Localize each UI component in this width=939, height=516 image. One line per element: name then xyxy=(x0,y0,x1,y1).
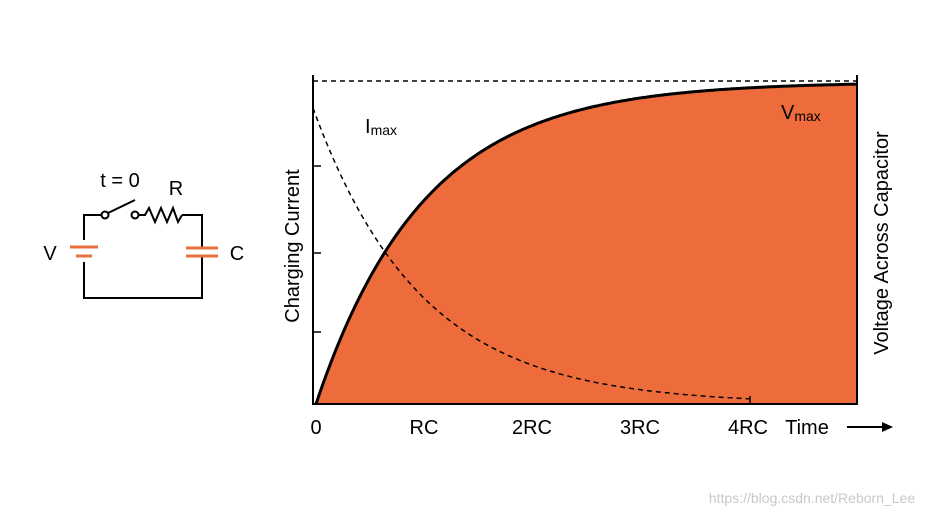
gap xyxy=(74,240,94,262)
x-labels: 0 RC 2RC 3RC 4RC xyxy=(310,417,768,439)
voltage-area xyxy=(316,84,857,404)
resistor xyxy=(138,205,183,225)
source-label: V xyxy=(43,243,57,265)
x-label: 4RC xyxy=(728,417,768,439)
switch-contact xyxy=(130,210,140,220)
capacitor-label: C xyxy=(230,243,244,265)
switch-lever xyxy=(107,199,136,214)
voltage-symbol: V xyxy=(781,102,795,124)
time-arrowhead xyxy=(882,422,893,432)
wire xyxy=(83,214,203,299)
gap xyxy=(190,248,214,256)
left-axis-title: Charging Current xyxy=(282,169,304,323)
voltage-label: Vmax xyxy=(781,102,821,124)
circuit xyxy=(83,199,203,299)
voltage-subscript: max xyxy=(794,108,820,124)
x-label: 2RC xyxy=(512,417,552,439)
x-label: 3RC xyxy=(620,417,660,439)
current-label: Imax xyxy=(365,116,397,138)
switch-label: t = 0 xyxy=(100,170,139,192)
current-symbol: I xyxy=(365,116,371,138)
voltage-curve xyxy=(314,82,856,405)
x-label: RC xyxy=(410,417,439,439)
switch-contact xyxy=(100,210,110,220)
right-axis-title: Voltage Across Capacitor xyxy=(871,131,893,355)
current-curve xyxy=(312,107,750,400)
x-label: 0 xyxy=(310,417,321,439)
x-axis-title: Time xyxy=(785,417,829,439)
watermark: https://blog.csdn.net/Reborn_Lee xyxy=(709,490,915,506)
current-subscript: max xyxy=(371,122,397,138)
resistor-label: R xyxy=(169,178,183,200)
